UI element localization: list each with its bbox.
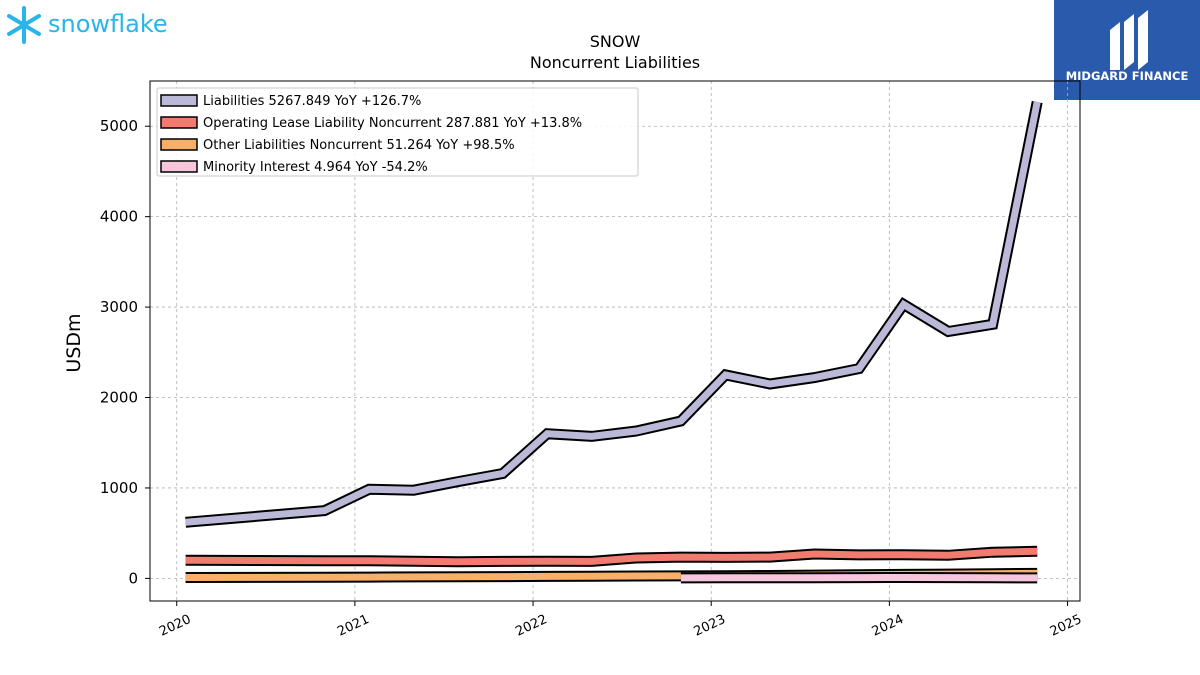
legend-swatch xyxy=(160,94,198,107)
y-tick-label: 3000 xyxy=(100,298,138,316)
legend-box xyxy=(156,87,639,177)
x-tick-label: 2024 xyxy=(870,612,906,640)
plot-frame xyxy=(149,80,1081,602)
series-areas xyxy=(185,100,1043,584)
legend-entry: Minority Interest 4.964 YoY -54.2% xyxy=(203,160,428,175)
midgard-finance-logo: MIDGARD FINANCE xyxy=(1054,0,1200,100)
x-tick-label: 2025 xyxy=(1048,612,1084,640)
legend-swatch xyxy=(160,138,198,151)
snowflake-logo: snowflake xyxy=(7,6,168,44)
snowflake-icon xyxy=(7,6,41,44)
legend: Liabilities 5267.849 YoY +126.7% Operatin… xyxy=(156,87,639,177)
x-tick-label: 2021 xyxy=(335,612,371,640)
y-axis-label: USDm xyxy=(63,313,85,372)
legend-entry: Other Liabilities Noncurrent 51.264 YoY … xyxy=(203,138,515,153)
y-tick-label: 0 xyxy=(128,569,138,587)
midgard-logo-text: MIDGARD FINANCE xyxy=(1066,69,1189,83)
chart-subtitle: Noncurrent Liabilities xyxy=(530,53,700,72)
y-tick-label: 4000 xyxy=(100,208,138,226)
legend-swatch xyxy=(160,160,198,173)
y-tick-label: 1000 xyxy=(100,479,138,497)
series-0 xyxy=(185,100,1043,528)
x-tick-label: 2023 xyxy=(692,612,728,640)
legend-entry: Operating Lease Liability Noncurrent 287… xyxy=(203,116,582,131)
series-line xyxy=(185,547,1038,566)
legend-swatch xyxy=(160,116,198,129)
legend-entry: Liabilities 5267.849 YoY +126.7% xyxy=(203,94,421,109)
midgard-emblem-icon xyxy=(1110,10,1148,70)
chart-title: SNOW xyxy=(590,32,641,51)
y-tick-label: 5000 xyxy=(100,117,138,135)
x-tick-label: 2022 xyxy=(513,612,549,640)
snowflake-logo-text: snowflake xyxy=(48,10,168,38)
series-line xyxy=(185,101,1041,526)
y-tick-label: 2000 xyxy=(100,389,138,407)
series-1 xyxy=(185,545,1038,568)
x-tick-label: 2020 xyxy=(157,612,193,640)
